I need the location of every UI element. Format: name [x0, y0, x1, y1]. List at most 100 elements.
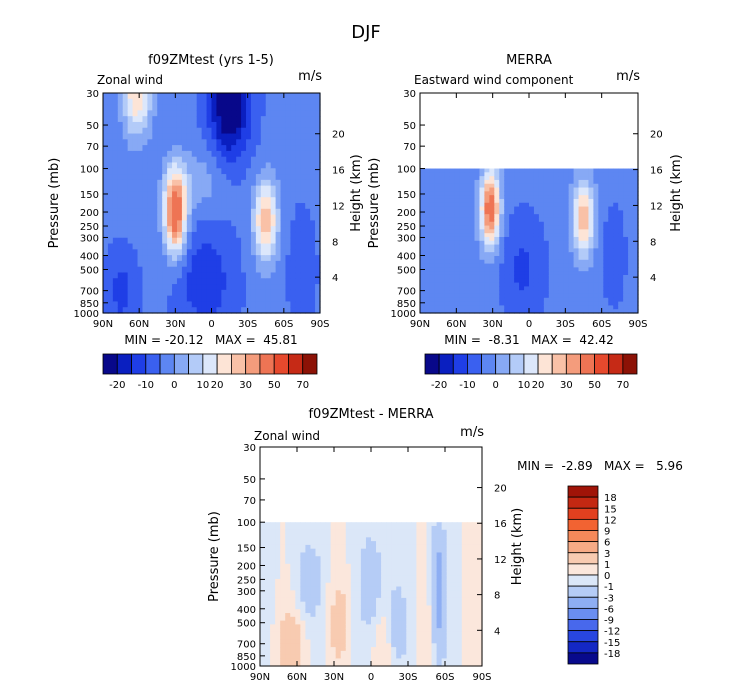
- contour-cell: [411, 594, 418, 599]
- contour-cell: [386, 654, 392, 660]
- contour-cell: [162, 260, 168, 268]
- contour-cell: [411, 578, 418, 584]
- contour-cell: [122, 231, 129, 239]
- contour-cell: [431, 548, 438, 554]
- contour-cell: [152, 243, 158, 250]
- contour-cell: [429, 198, 436, 204]
- contour-cell: [416, 560, 423, 565]
- contour-cell: [305, 220, 311, 227]
- contour-cell: [391, 578, 397, 584]
- contour-cell: [211, 220, 218, 227]
- contour-cell: [436, 635, 443, 641]
- contour-cell: [406, 628, 412, 633]
- contour-cell: [514, 255, 520, 261]
- contour-cell: [117, 249, 124, 256]
- contour-cell: [137, 295, 144, 303]
- contour-cell: [553, 233, 560, 238]
- contour-cell: [391, 571, 397, 576]
- contour-cell: [295, 635, 301, 641]
- contour-cell: [142, 179, 148, 187]
- contour-cell: [142, 116, 148, 123]
- contour-cell: [371, 647, 377, 652]
- contour-cell: [376, 658, 382, 663]
- contour-cell: [424, 259, 431, 265]
- contour-cell: [613, 236, 619, 242]
- contour-cell: [424, 225, 431, 230]
- contour-cell: [489, 172, 495, 177]
- contour-cell: [132, 249, 139, 256]
- contour-cell: [529, 202, 535, 208]
- contour-cell: [320, 533, 327, 538]
- contour-cell: [127, 93, 134, 100]
- contour-cell: [538, 195, 545, 200]
- contour-cell: [226, 289, 232, 297]
- contour-cell: [280, 624, 286, 629]
- contour-cell: [330, 601, 337, 607]
- contour-cell: [494, 240, 500, 246]
- contour-cell: [436, 613, 443, 618]
- contour-cell: [401, 613, 407, 618]
- contour-cell: [270, 628, 276, 633]
- contour-cell: [176, 127, 183, 135]
- latitude-tick-label: 60N: [446, 319, 466, 330]
- contour-cell: [216, 121, 222, 129]
- contour-cell: [350, 643, 357, 648]
- contour-cell: [325, 537, 332, 542]
- contour-cell: [578, 217, 585, 223]
- contour-cell: [386, 616, 392, 622]
- contour-cell: [275, 609, 281, 614]
- contour-cell: [558, 301, 565, 306]
- contour-cell: [117, 289, 124, 297]
- contour-cell: [285, 150, 292, 158]
- contour-cell: [231, 174, 237, 181]
- contour-cell: [231, 121, 237, 129]
- contour-cell: [103, 278, 109, 285]
- contour-cell: [608, 286, 614, 291]
- contour-cell: [260, 650, 266, 656]
- contour-cell: [386, 647, 392, 652]
- contour-cell: [446, 654, 453, 660]
- contour-cell: [573, 282, 580, 287]
- contour-cell: [355, 563, 362, 569]
- contour-cell: [504, 214, 510, 219]
- contour-cell: [514, 187, 520, 192]
- contour-cell: [514, 179, 520, 185]
- contour-cell: [439, 183, 446, 189]
- contour-cell: [127, 266, 134, 274]
- contour-cell: [107, 289, 114, 297]
- contour-cell: [285, 162, 292, 169]
- contour-cell: [280, 197, 287, 204]
- contour-cell: [221, 214, 227, 221]
- contour-cell: [315, 594, 322, 599]
- contour-cell: [280, 127, 287, 135]
- contour-cell: [295, 301, 301, 308]
- contour-cell: [320, 586, 327, 591]
- contour-cell: [436, 662, 443, 667]
- contour-cell: [142, 208, 148, 216]
- contour-cell: [117, 104, 124, 111]
- contour-cell: [441, 597, 448, 603]
- contour-cell: [231, 191, 237, 198]
- contour-cell: [340, 605, 347, 610]
- contour-cell: [459, 248, 466, 253]
- contour-cell: [439, 229, 446, 234]
- contour-cell: [275, 231, 282, 239]
- contour-cell: [280, 560, 286, 565]
- contour-cell: [429, 255, 436, 261]
- contour-cell: [226, 208, 232, 216]
- contour-cell: [568, 240, 575, 246]
- contour-cell: [162, 278, 168, 285]
- contour-cell: [386, 628, 392, 633]
- contour-cell: [439, 309, 446, 314]
- contour-cell: [157, 156, 163, 164]
- contour-cell: [484, 282, 490, 287]
- contour-cell: [206, 98, 213, 106]
- contour-cell: [310, 529, 317, 535]
- contour-cell: [236, 110, 242, 117]
- contour-cell: [275, 594, 281, 599]
- contour-cell: [436, 560, 443, 565]
- contour-cell: [310, 631, 317, 637]
- contour-cell: [504, 229, 510, 234]
- contour-cell: [335, 624, 342, 629]
- contour-cell: [543, 179, 550, 185]
